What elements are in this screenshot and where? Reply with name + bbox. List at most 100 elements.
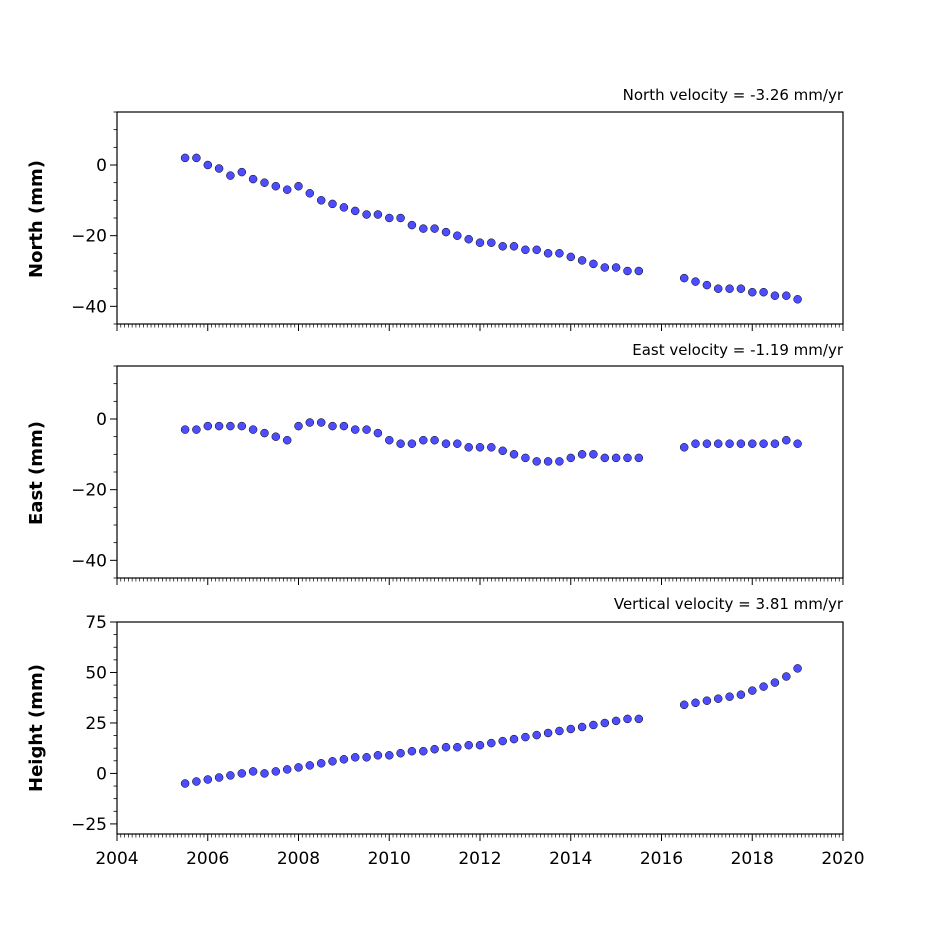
north-data-point bbox=[316, 196, 326, 205]
east-data-point bbox=[237, 421, 247, 431]
height-data-point bbox=[725, 692, 734, 701]
east-data-point bbox=[702, 439, 712, 448]
height-data-point bbox=[679, 700, 689, 710]
height-data-point bbox=[713, 694, 723, 703]
height-data-point bbox=[282, 765, 292, 774]
east-data-point bbox=[623, 453, 632, 463]
north-data-point bbox=[702, 280, 712, 290]
east-data-point bbox=[770, 439, 780, 448]
north-data-point bbox=[441, 227, 451, 237]
north-data-point bbox=[407, 220, 417, 230]
north-data-point bbox=[464, 234, 473, 244]
north-data-point bbox=[305, 189, 315, 198]
east-data-point bbox=[475, 443, 485, 452]
height-data-point bbox=[407, 746, 417, 756]
east-scatter-points bbox=[180, 418, 802, 466]
height-x-tick-label: 2020 bbox=[821, 849, 864, 869]
east-data-point bbox=[203, 421, 213, 431]
east-data-point bbox=[350, 425, 360, 434]
height-data-point bbox=[237, 769, 247, 778]
east-data-point bbox=[521, 453, 530, 463]
height-data-point bbox=[589, 720, 598, 730]
north-data-point bbox=[282, 185, 292, 194]
east-y-tick-label: −40 bbox=[71, 551, 107, 571]
east-data-point bbox=[487, 443, 496, 452]
height-data-point bbox=[634, 714, 644, 724]
north-data-point bbox=[237, 167, 247, 177]
north-data-point bbox=[385, 213, 394, 223]
east-data-point bbox=[271, 432, 281, 441]
north-data-point bbox=[577, 256, 587, 265]
east-data-point bbox=[192, 425, 201, 434]
north-data-point bbox=[396, 213, 405, 223]
height-data-point bbox=[396, 748, 405, 758]
east-data-point bbox=[679, 443, 689, 452]
north-axis-title: North (mm) bbox=[26, 160, 47, 278]
height-data-point bbox=[464, 740, 473, 750]
north-y-tick-label: 0 bbox=[96, 156, 107, 176]
height-data-point bbox=[509, 734, 519, 744]
height-data-point bbox=[248, 767, 258, 776]
height-data-point bbox=[328, 757, 337, 766]
height-x-tick-label: 2018 bbox=[731, 849, 774, 869]
height-data-point bbox=[498, 736, 507, 746]
east-data-point bbox=[260, 428, 269, 438]
north-data-point bbox=[339, 203, 349, 212]
east-data-point bbox=[430, 435, 439, 445]
north-data-point bbox=[509, 242, 519, 251]
north-x-ticks bbox=[116, 324, 844, 331]
east-data-point bbox=[407, 439, 417, 448]
height-data-point bbox=[441, 742, 451, 752]
east-data-point bbox=[532, 457, 541, 466]
height-data-point bbox=[770, 678, 780, 687]
north-data-point bbox=[419, 224, 428, 233]
east-data-point bbox=[419, 435, 428, 445]
height-x-tick-label: 2014 bbox=[549, 849, 592, 869]
north-data-point bbox=[566, 252, 576, 262]
height-x-tick-label: 2012 bbox=[458, 849, 501, 869]
east-data-point bbox=[396, 439, 405, 448]
height-data-point bbox=[555, 726, 564, 736]
height-y-tick-label: 75 bbox=[85, 613, 107, 633]
height-data-point bbox=[566, 724, 576, 734]
height-x-tick-label: 2016 bbox=[640, 849, 683, 869]
height-x-tick-label: 2008 bbox=[277, 849, 320, 869]
east-y-tick-label: −20 bbox=[71, 481, 107, 501]
height-data-point bbox=[316, 759, 326, 768]
height-data-point bbox=[691, 698, 700, 708]
height-data-point bbox=[214, 773, 224, 782]
east-data-point bbox=[464, 443, 473, 452]
north-scatter-points bbox=[180, 153, 802, 304]
height-y-tick-label: 25 bbox=[85, 714, 107, 734]
north-data-point bbox=[373, 210, 383, 219]
north-plot-frame bbox=[116, 111, 844, 325]
east-y-ticks: −40 −20 0 bbox=[71, 365, 117, 579]
north-data-point bbox=[793, 295, 802, 304]
east-y-tick-label: 0 bbox=[96, 410, 107, 430]
east-x-ticks bbox=[116, 578, 844, 585]
height-y-tick-label: 50 bbox=[85, 663, 107, 683]
east-plot-frame bbox=[116, 365, 844, 579]
east-data-point bbox=[316, 418, 326, 427]
north-y-tick-label: −40 bbox=[71, 297, 107, 317]
height-data-point bbox=[782, 672, 791, 681]
north-data-point bbox=[623, 266, 632, 276]
east-data-point bbox=[373, 428, 383, 438]
east-data-point bbox=[566, 453, 576, 463]
height-data-point bbox=[294, 763, 303, 772]
north-data-point bbox=[611, 263, 621, 272]
east-data-point bbox=[543, 457, 553, 466]
east-data-point bbox=[725, 439, 734, 448]
height-data-point bbox=[532, 730, 541, 740]
north-data-point bbox=[498, 242, 507, 251]
height-data-point bbox=[271, 767, 281, 776]
height-data-point bbox=[793, 664, 802, 673]
east-data-point bbox=[180, 425, 190, 434]
height-data-point bbox=[543, 728, 553, 738]
north-data-point bbox=[180, 153, 190, 163]
east-data-point bbox=[577, 450, 587, 459]
height-data-point bbox=[226, 771, 235, 780]
east-data-point bbox=[793, 439, 802, 448]
east-data-point bbox=[782, 435, 791, 445]
